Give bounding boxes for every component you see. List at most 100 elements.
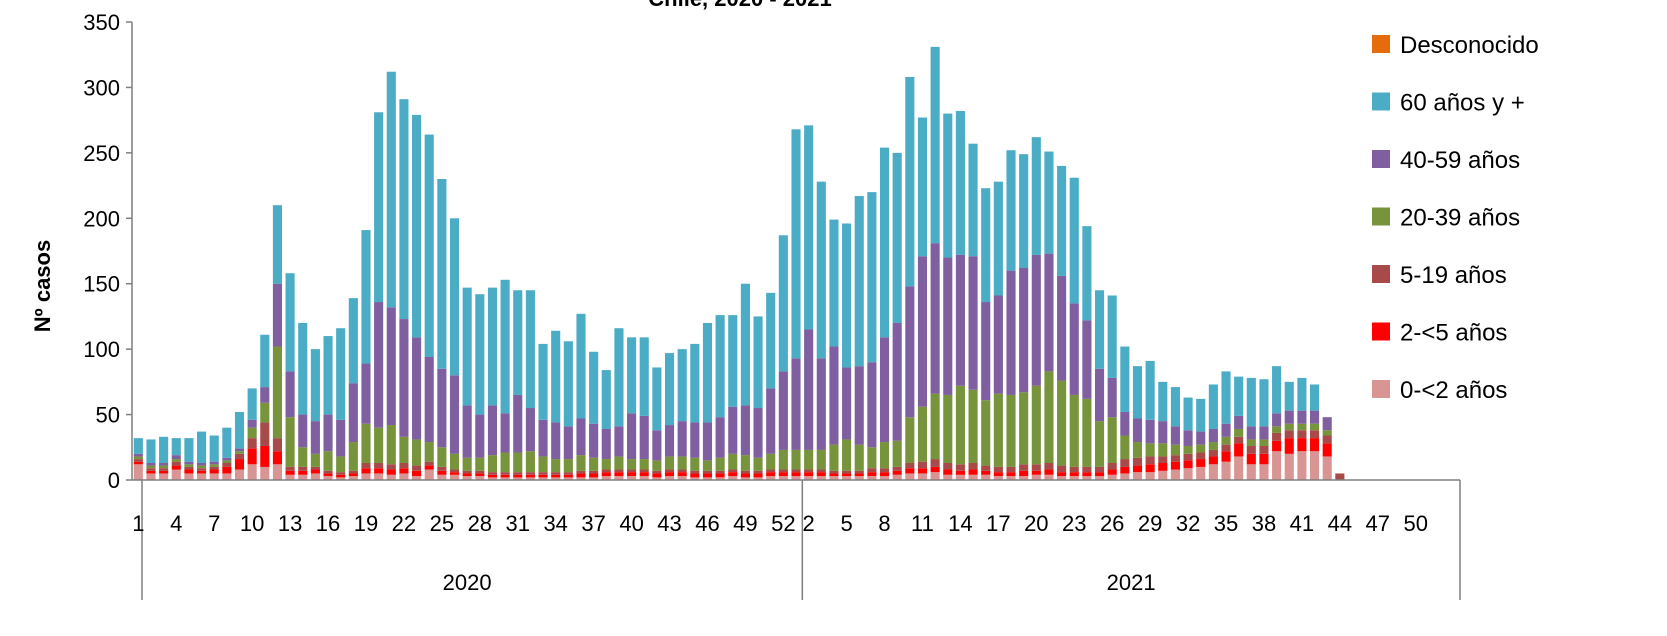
legend-swatch xyxy=(1372,150,1390,168)
bar-segment xyxy=(715,477,725,480)
bar-segment xyxy=(993,181,1003,296)
bar-segment xyxy=(829,219,839,347)
bar-segment xyxy=(222,462,232,467)
bar-segment xyxy=(702,470,713,474)
bar-segment xyxy=(1170,469,1180,480)
bar-segment xyxy=(260,387,270,403)
bar-segment xyxy=(234,453,245,460)
bar-segment xyxy=(336,456,346,473)
bar-segment xyxy=(449,472,460,475)
bar-segment xyxy=(639,476,649,480)
group-label: 2021 xyxy=(1107,570,1156,595)
bar-segment xyxy=(1196,459,1206,467)
x-tick-label: 29 xyxy=(1138,511,1162,536)
bar-segment xyxy=(260,422,270,446)
bar-segment xyxy=(348,383,358,443)
bar-segment xyxy=(1094,476,1105,480)
bar-segment xyxy=(449,375,460,454)
bar-segment xyxy=(1284,423,1294,431)
bar-segment xyxy=(513,474,523,478)
bar-segment xyxy=(487,287,498,406)
bar-segment xyxy=(1246,464,1256,480)
bar-segment xyxy=(1221,423,1231,437)
bar-segment xyxy=(412,470,422,477)
bar-segment xyxy=(804,472,814,477)
bar-segment xyxy=(475,414,485,458)
x-tick-label: 38 xyxy=(1252,511,1276,536)
bar-segment xyxy=(1259,453,1269,465)
bar-segment xyxy=(1120,411,1130,436)
bar-segment xyxy=(829,476,839,480)
bar-segment xyxy=(1322,435,1332,444)
bar-segment xyxy=(1183,430,1193,446)
bar-segment xyxy=(424,469,434,480)
bar-segment xyxy=(1006,472,1016,477)
bar-segment xyxy=(1132,457,1143,466)
bar-segment xyxy=(702,460,713,471)
bar-segment xyxy=(1221,371,1231,424)
bar-segment xyxy=(1069,177,1079,304)
x-tick-label: 5 xyxy=(840,511,852,536)
bar-segment xyxy=(589,470,599,474)
bar-segment xyxy=(247,464,257,480)
bar-segment xyxy=(513,394,523,453)
bar-segment xyxy=(1044,253,1054,372)
bar-segment xyxy=(336,419,346,457)
bar-segment xyxy=(133,459,143,462)
bar-segment xyxy=(690,343,700,423)
bar-segment xyxy=(766,453,776,470)
bar-segment xyxy=(437,466,447,471)
legend-swatch xyxy=(1372,92,1390,111)
bar-segment xyxy=(993,393,1003,467)
bar-segment xyxy=(209,435,219,462)
bar-segment xyxy=(614,456,624,470)
bar-segment xyxy=(854,473,864,477)
bar-segment xyxy=(905,286,915,418)
bar-segment xyxy=(829,470,839,474)
bar-segment xyxy=(690,422,700,458)
bar-segment xyxy=(336,328,346,420)
bar-segment xyxy=(627,459,637,470)
bar-segment xyxy=(449,474,460,480)
bar-segment xyxy=(1057,465,1067,473)
bar-segment xyxy=(879,147,890,338)
bar-segment xyxy=(1259,439,1269,446)
bar-segment xyxy=(222,427,232,458)
bar-segment xyxy=(1057,165,1067,276)
bar-segment xyxy=(1145,360,1155,420)
bar-segment xyxy=(538,419,548,457)
y-axis: 0 50 100 150 200 250 300 350 xyxy=(83,10,133,493)
y-tick-label: 0 xyxy=(108,468,120,493)
bar-segment xyxy=(804,449,814,470)
bar-segment xyxy=(310,473,320,480)
legend-swatch xyxy=(1372,35,1390,53)
bar-segment xyxy=(1234,415,1244,429)
bar-segment xyxy=(1120,459,1130,467)
bar-segment xyxy=(879,476,890,480)
bar-segment xyxy=(386,464,396,470)
bar-segment xyxy=(184,466,194,470)
bar-segment xyxy=(993,476,1003,480)
bar-segment xyxy=(627,413,637,460)
bar-segment xyxy=(1246,453,1256,465)
bar-segment xyxy=(1082,398,1092,467)
bar-segment xyxy=(1297,430,1307,439)
bar-segment xyxy=(614,476,624,480)
bar-segment xyxy=(740,405,750,456)
bar-segment xyxy=(1158,470,1168,480)
legend-swatch xyxy=(1372,380,1390,398)
bar-segment xyxy=(437,179,447,369)
bar-segment xyxy=(1082,476,1092,480)
bar-segment xyxy=(1259,426,1269,440)
bars-layer xyxy=(133,46,1345,480)
x-tick-label: 11 xyxy=(911,511,934,536)
bar-segment xyxy=(778,476,788,480)
bar-segment xyxy=(740,470,750,474)
bar-segment xyxy=(323,476,333,480)
bar-segment xyxy=(449,218,460,376)
bar-segment xyxy=(159,470,169,474)
bar-segment xyxy=(993,472,1003,477)
bar-segment xyxy=(1208,464,1218,480)
bar-segment xyxy=(1208,456,1218,465)
bar-segment xyxy=(1006,394,1016,467)
